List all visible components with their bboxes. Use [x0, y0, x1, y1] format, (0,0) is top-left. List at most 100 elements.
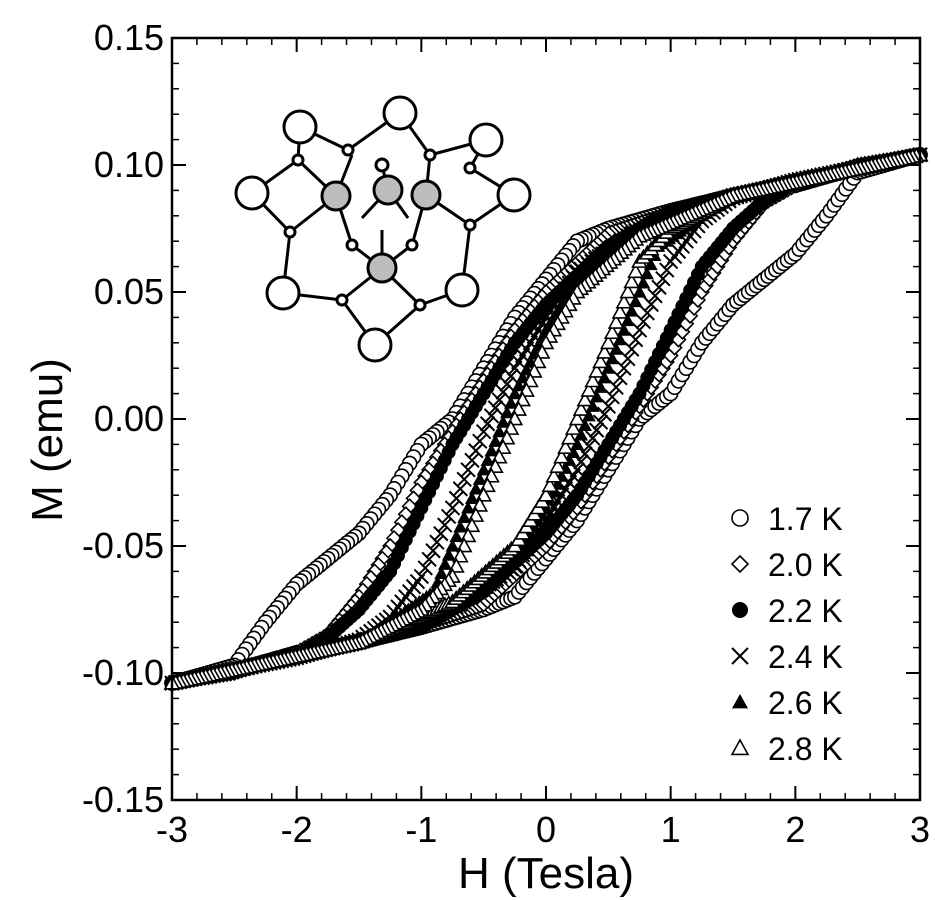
- data-point: [441, 548, 456, 561]
- data-point: [612, 370, 628, 386]
- data-point: [611, 303, 629, 319]
- data-point: [581, 438, 597, 454]
- data-point: [452, 481, 468, 497]
- y-tick-label: 0.00: [94, 398, 164, 439]
- y-tick-label: 0.10: [94, 144, 164, 185]
- data-point: [588, 362, 606, 378]
- x-tick-label: -1: [405, 809, 437, 850]
- data-point: [507, 360, 523, 376]
- molecule-structure-inset: [234, 95, 532, 363]
- data-point: [584, 372, 602, 388]
- data-point: [557, 438, 574, 454]
- data-point: [599, 334, 617, 350]
- data-point: [623, 273, 641, 289]
- legend-label: 2.8 K: [768, 731, 843, 767]
- data-point: [580, 381, 598, 397]
- data-point: [491, 392, 507, 408]
- x-tick-label: -3: [156, 809, 188, 850]
- data-point: [437, 517, 453, 533]
- data-point: [568, 410, 586, 426]
- data-point: [449, 529, 464, 543]
- data-point: [448, 490, 465, 507]
- data-point: [627, 331, 644, 348]
- data-point: [607, 313, 625, 329]
- data-point: [495, 384, 511, 400]
- data-point: [616, 323, 631, 336]
- data-point: [576, 391, 594, 407]
- data-point: [561, 429, 578, 445]
- data-point: [438, 557, 453, 570]
- x-tick-label: 3: [910, 809, 930, 850]
- data-point: [444, 500, 461, 516]
- data-point: [429, 534, 445, 550]
- data-point: [421, 551, 437, 568]
- legend-marker: [731, 509, 749, 527]
- data-point: [484, 443, 499, 457]
- data-point: [440, 508, 457, 525]
- data-point: [572, 400, 590, 416]
- data-point: [608, 379, 624, 395]
- data-point: [453, 519, 468, 533]
- data-point: [600, 398, 617, 415]
- data-point: [624, 341, 640, 357]
- data-point: [632, 285, 647, 298]
- data-point: [604, 389, 620, 405]
- data-point: [566, 445, 581, 458]
- data-point: [464, 452, 480, 468]
- x-tick-label: -2: [281, 809, 313, 850]
- y-tick-label: -0.10: [82, 652, 164, 693]
- series-2_8-K: [163, 146, 929, 690]
- data-point: [627, 263, 644, 279]
- data-point: [620, 313, 635, 327]
- y-tick-label: 0.15: [94, 17, 164, 58]
- data-point: [635, 313, 652, 330]
- data-point: [659, 262, 675, 278]
- data-point: [480, 453, 495, 466]
- y-tick-label: -0.15: [82, 779, 164, 820]
- data-point: [592, 414, 609, 430]
- y-axis-title: M (emu): [23, 358, 72, 522]
- data-point: [639, 266, 654, 280]
- data-point: [496, 415, 511, 428]
- legend-marker: [730, 738, 750, 756]
- data-point: [468, 481, 483, 495]
- data-point: [639, 305, 655, 321]
- data-point: [479, 416, 496, 432]
- data-point: [553, 448, 570, 464]
- data-point: [468, 443, 484, 459]
- data-point: [585, 430, 601, 446]
- data-point: [461, 500, 476, 514]
- data-point: [460, 462, 476, 478]
- data-point: [499, 376, 515, 392]
- data-point: [503, 368, 519, 384]
- plot-frame: [170, 36, 922, 802]
- y-tick-label: -0.05: [82, 525, 164, 566]
- legend-label: 2.6 K: [768, 685, 843, 721]
- data-point: [500, 405, 515, 419]
- y-tick-label: 0.05: [94, 271, 164, 312]
- data-point: [476, 462, 491, 476]
- data-point: [628, 294, 643, 308]
- data-point: [537, 486, 555, 502]
- data-point: [433, 525, 449, 542]
- data-point: [636, 275, 651, 289]
- data-point: [425, 543, 441, 559]
- data-point: [564, 419, 582, 435]
- legend-label: 2.4 K: [768, 639, 843, 675]
- data-point: [647, 288, 663, 304]
- data-point: [541, 477, 559, 493]
- data-point: [549, 457, 567, 474]
- legend-marker: [730, 554, 750, 574]
- data-point: [620, 350, 636, 367]
- data-point: [488, 434, 503, 447]
- data-point: [592, 353, 609, 369]
- data-point: [487, 400, 504, 416]
- data-point: [475, 423, 492, 440]
- data-point: [588, 422, 605, 438]
- legend-label: 2.0 K: [768, 547, 843, 583]
- legend: 1.7 K 2.0 K 2.2 K 2.4 K 2.6 K 2.8 K: [730, 501, 843, 767]
- data-point: [651, 279, 667, 295]
- legend-marker: [731, 647, 749, 665]
- data-point: [464, 491, 479, 504]
